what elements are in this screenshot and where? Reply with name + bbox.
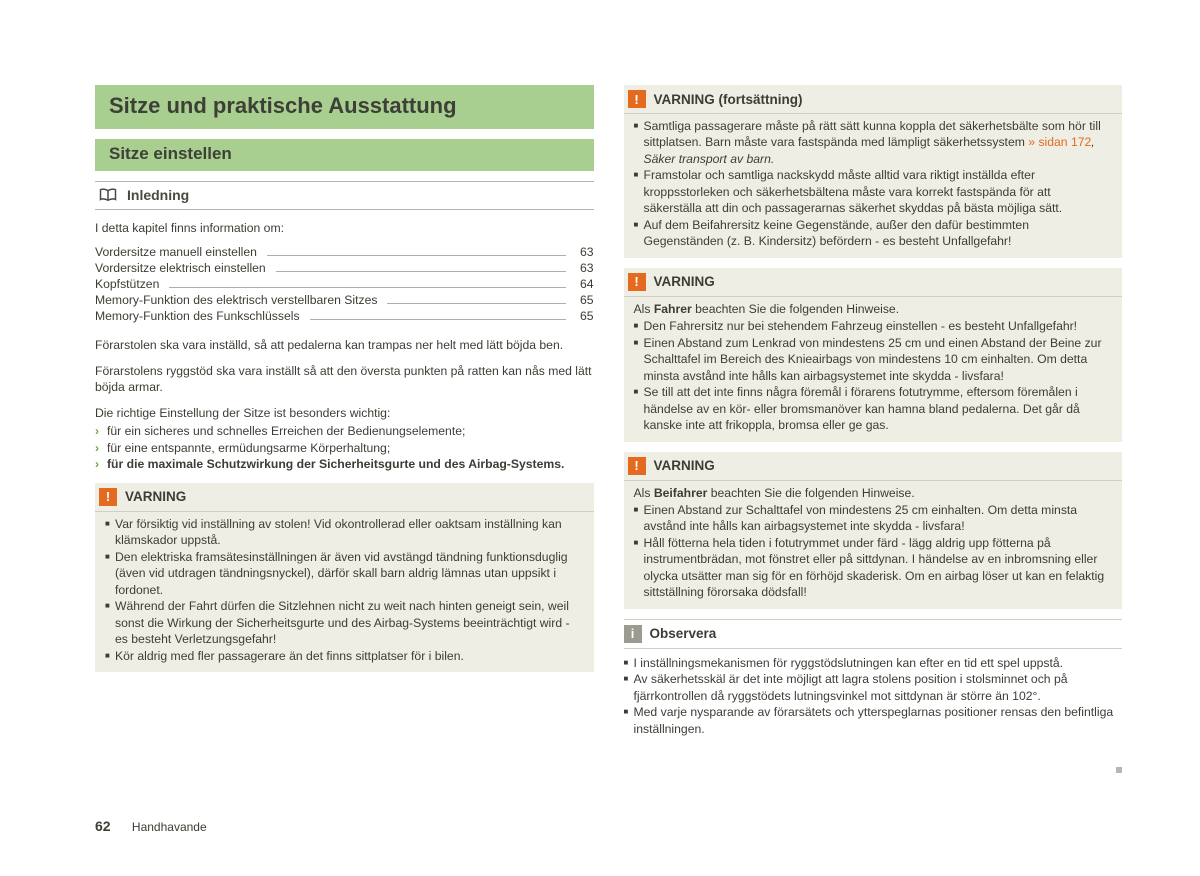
square-bullet-icon: ■	[634, 535, 644, 601]
warning-icon: !	[628, 273, 646, 291]
toc-row: Kopfstützen64	[95, 277, 594, 291]
square-bullet-icon: ■	[634, 384, 644, 433]
warning-title: VARNING (fortsättning)	[654, 92, 803, 107]
list-item: ›für eine entspannte, ermüdungsarme Körp…	[95, 440, 594, 456]
warning-body: Als Beifahrer beachten Sie die folgenden…	[624, 481, 1123, 609]
warning-title: VARNING	[654, 274, 715, 289]
list-item: ■Einen Abstand zum Lenkrad von mindesten…	[634, 335, 1113, 384]
page-footer: 62 Handhavande	[95, 818, 207, 834]
note-title: Observera	[650, 626, 717, 641]
warning-box-head: ! VARNING	[624, 268, 1123, 297]
left-column: Sitze und praktische Ausstattung Sitze e…	[95, 85, 594, 846]
warning-box-head: ! VARNING	[95, 483, 594, 512]
square-bullet-icon: ■	[634, 502, 644, 535]
square-bullet-icon: ■	[634, 335, 644, 384]
page-reference: » sidan 172	[1028, 135, 1091, 149]
list-item: ■Framstolar och samtliga nackskydd måste…	[634, 167, 1113, 216]
warning-box: ! VARNING Als Fahrer beachten Sie die fo…	[624, 268, 1123, 442]
warning-icon: !	[628, 90, 646, 108]
warning-lead: Als Beifahrer beachten Sie die folgenden…	[634, 485, 1113, 501]
list-item: ›für ein sicheres und schnelles Erreiche…	[95, 423, 594, 439]
square-bullet-icon: ■	[634, 318, 644, 334]
intro-heading: Inledning	[95, 181, 594, 210]
square-bullet-icon: ■	[105, 549, 115, 598]
square-bullet-icon: ■	[624, 704, 634, 737]
toc: Vordersitze manuell einstellen 63 Vorders…	[95, 245, 594, 325]
chevron-list: ›für ein sicheres und schnelles Erreiche…	[95, 423, 594, 472]
intro-line: I detta kapitel finns information om:	[95, 220, 594, 236]
list-item: ■Kör aldrig med fler passagerare än det …	[105, 648, 584, 664]
end-of-section-marker	[1116, 767, 1122, 773]
intro-heading-label: Inledning	[127, 187, 189, 203]
list-item: ■Auf dem Beifahrersitz keine Gegenstände…	[634, 217, 1113, 250]
chevron-icon: ›	[95, 456, 107, 472]
list-item: ■Den elektriska framsätesinställningen ä…	[105, 549, 584, 598]
note-body: ■I inställningsmekanismen för ryggstödsl…	[624, 655, 1123, 737]
warning-body: ■Var försiktig vid inställning av stolen…	[95, 512, 594, 672]
right-column: ! VARNING (fortsättning) ■ Samtliga pass…	[624, 85, 1123, 846]
toc-row: Memory-Funktion des Funkschlüssels65	[95, 309, 594, 323]
info-icon: i	[624, 625, 642, 643]
toc-label: Kopfstützen	[95, 277, 159, 291]
square-bullet-icon: ■	[105, 516, 115, 549]
list-item: ■Se till att det inte finns några föremå…	[634, 384, 1113, 433]
list-item: ■Med varje nysparande av förarsätets och…	[624, 704, 1123, 737]
page-number: 62	[95, 818, 111, 834]
warning-body: ■ Samtliga passagerare måste på rätt sät…	[624, 114, 1123, 258]
list-item: ■Av säkerhetsskäl är det inte möjligt at…	[624, 671, 1123, 704]
square-bullet-icon: ■	[624, 655, 634, 671]
square-bullet-icon: ■	[634, 118, 644, 167]
warning-box-head: ! VARNING (fortsättning)	[624, 85, 1123, 114]
list-item: ■Håll fötterna hela tiden i fotutrymmet …	[634, 535, 1113, 601]
paragraph: Die richtige Einstellung der Sitze ist b…	[95, 405, 594, 421]
list-item: ■Var försiktig vid inställning av stolen…	[105, 516, 584, 549]
square-bullet-icon: ■	[634, 217, 644, 250]
footer-label: Handhavande	[132, 820, 207, 834]
warning-box: ! VARNING ■Var försiktig vid inställning…	[95, 483, 594, 672]
warning-title: VARNING	[125, 489, 186, 504]
chevron-icon: ›	[95, 440, 107, 456]
toc-label: Memory-Funktion des Funkschlüssels	[95, 309, 300, 323]
square-bullet-icon: ■	[105, 598, 115, 647]
toc-page: 63	[572, 245, 594, 259]
warning-lead: Als Fahrer beachten Sie die folgenden Hi…	[634, 301, 1113, 317]
warning-icon: !	[628, 457, 646, 475]
list-item: ■Den Fahrersitz nur bei stehendem Fahrze…	[634, 318, 1113, 334]
list-item: ■ Samtliga passagerare måste på rätt sät…	[634, 118, 1113, 167]
chapter-title: Sitze und praktische Ausstattung	[95, 85, 594, 129]
warning-icon: !	[99, 488, 117, 506]
note-heading: i Observera	[624, 619, 1123, 649]
warning-box: ! VARNING Als Beifahrer beachten Sie die…	[624, 452, 1123, 609]
chevron-icon: ›	[95, 423, 107, 439]
toc-leader	[267, 255, 566, 256]
toc-label: Vordersitze manuell einstellen	[95, 245, 257, 259]
list-item: ■I inställningsmekanismen för ryggstödsl…	[624, 655, 1123, 671]
warning-continuation-box: ! VARNING (fortsättning) ■ Samtliga pass…	[624, 85, 1123, 258]
section-title: Sitze einstellen	[95, 139, 594, 171]
square-bullet-icon: ■	[624, 671, 634, 704]
square-bullet-icon: ■	[105, 648, 115, 664]
manual-page: Sitze und praktische Ausstattung Sitze e…	[0, 0, 1200, 876]
list-item: ■Einen Abstand zur Schalttafel von minde…	[634, 502, 1113, 535]
warning-box-head: ! VARNING	[624, 452, 1123, 481]
warning-title: VARNING	[654, 458, 715, 473]
toc-label: Vordersitze elektrisch einstellen	[95, 261, 266, 275]
square-bullet-icon: ■	[634, 167, 644, 216]
toc-row: Memory-Funktion des elektrisch verstellb…	[95, 293, 594, 307]
warning-body: Als Fahrer beachten Sie die folgenden Hi…	[624, 297, 1123, 442]
paragraph: Förarstolen ska vara inställd, så att pe…	[95, 337, 594, 353]
paragraph: Förarstolens ryggstöd ska vara inställt …	[95, 363, 594, 396]
toc-label: Memory-Funktion des elektrisch verstellb…	[95, 293, 377, 307]
list-item: ■Während der Fahrt dürfen die Sitzlehnen…	[105, 598, 584, 647]
toc-row: Vordersitze elektrisch einstellen63	[95, 261, 594, 275]
toc-row: Vordersitze manuell einstellen 63	[95, 245, 594, 259]
book-icon	[99, 188, 117, 202]
list-item: ›für die maximale Schutzwirkung der Sich…	[95, 456, 594, 472]
